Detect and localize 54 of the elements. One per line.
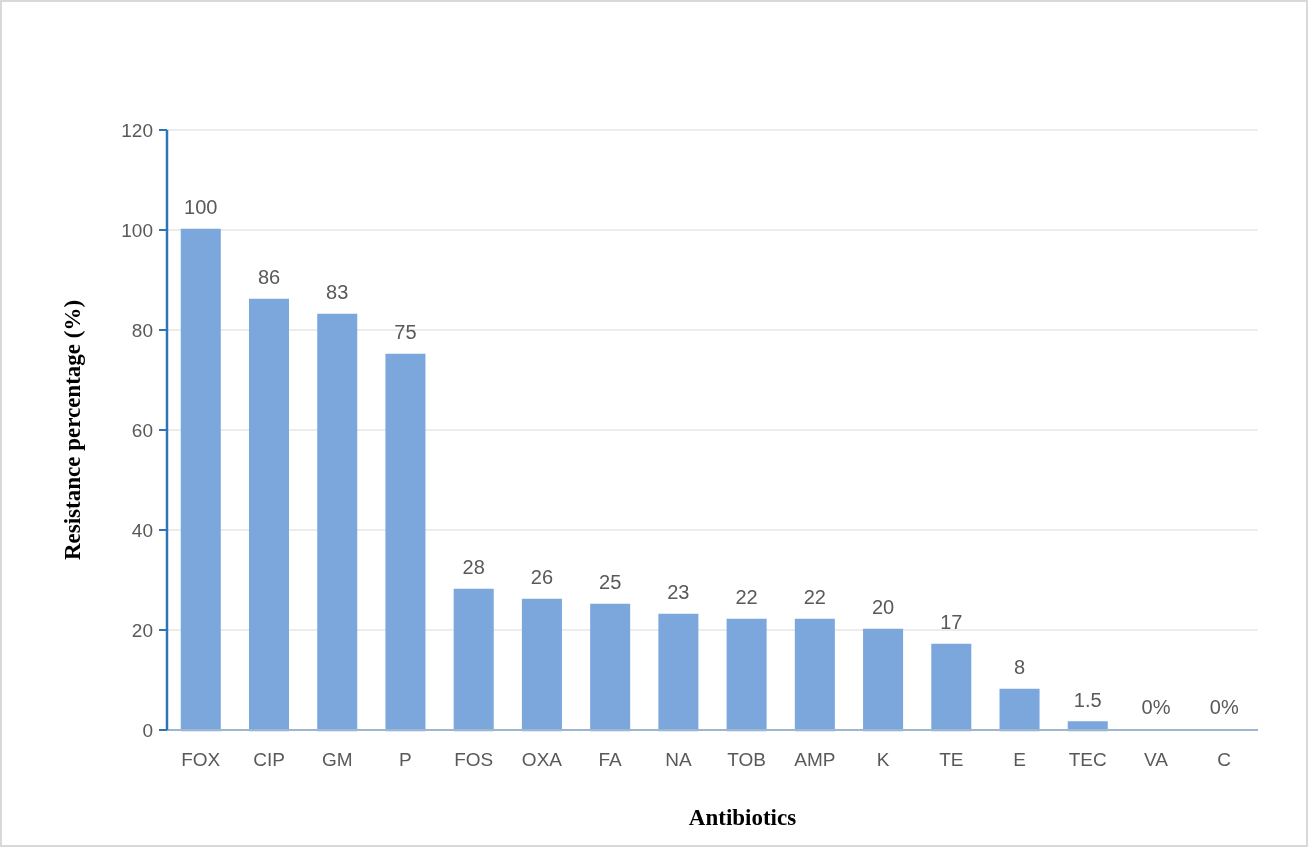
bar	[385, 353, 426, 732]
bar	[999, 688, 1040, 732]
data-label: 1.5	[1073, 688, 1102, 711]
data-label: 83	[326, 281, 349, 303]
y-tick-label: 60	[131, 419, 153, 441]
data-label: 22	[803, 586, 826, 608]
bar	[931, 643, 972, 732]
data-label: 26	[530, 566, 554, 588]
y-tick-label: 120	[121, 119, 153, 141]
bar	[248, 298, 290, 732]
bar	[521, 598, 562, 732]
y-axis-title: Resistance percentage (%)	[60, 299, 85, 561]
x-tick-label: FOX	[181, 749, 221, 770]
x-tick-label: FA	[598, 749, 623, 770]
data-label: 8	[1013, 656, 1026, 678]
x-axis-title: Antibiotics	[688, 805, 797, 830]
data-label: 0%	[1141, 696, 1171, 718]
x-tick-label: NA	[665, 749, 692, 770]
x-tick-label: TE	[939, 749, 964, 770]
y-tick-label: 20	[131, 619, 153, 641]
x-tick-label: C	[1217, 749, 1232, 770]
bar	[180, 228, 221, 732]
bar	[590, 603, 631, 732]
data-label: 17	[940, 611, 963, 633]
x-tick-label: TEC	[1068, 749, 1107, 770]
x-tick-label: CIP	[253, 749, 285, 770]
x-tick-label: E	[1013, 749, 1026, 770]
data-label: 86	[257, 266, 281, 288]
data-label: 22	[735, 586, 758, 608]
x-tick-label: FOS	[454, 749, 494, 770]
bar	[658, 613, 699, 732]
x-tick-label: TOB	[727, 749, 766, 770]
y-tick-label: 0	[142, 719, 153, 741]
data-label: 0%	[1209, 696, 1239, 718]
x-tick-label: VA	[1144, 749, 1169, 770]
data-label: 23	[667, 581, 690, 603]
x-tick-label: P	[399, 749, 412, 770]
x-tick-label: K	[876, 749, 890, 770]
x-tick-label: GM	[321, 749, 353, 770]
bar	[726, 618, 767, 732]
bar	[317, 313, 358, 732]
data-label: 100	[184, 196, 218, 218]
x-tick-label: AMP	[794, 749, 836, 770]
data-label: 20	[871, 596, 895, 618]
data-label: 28	[462, 556, 485, 578]
bar	[863, 628, 904, 732]
y-tick-label: 100	[121, 219, 153, 241]
y-tick-label: 40	[131, 519, 153, 541]
y-tick-label: 80	[131, 319, 153, 341]
x-tick-label: OXA	[521, 749, 563, 770]
data-label: 25	[599, 571, 622, 593]
bar	[453, 588, 494, 732]
bar	[794, 618, 835, 732]
data-label: 75	[394, 321, 417, 343]
